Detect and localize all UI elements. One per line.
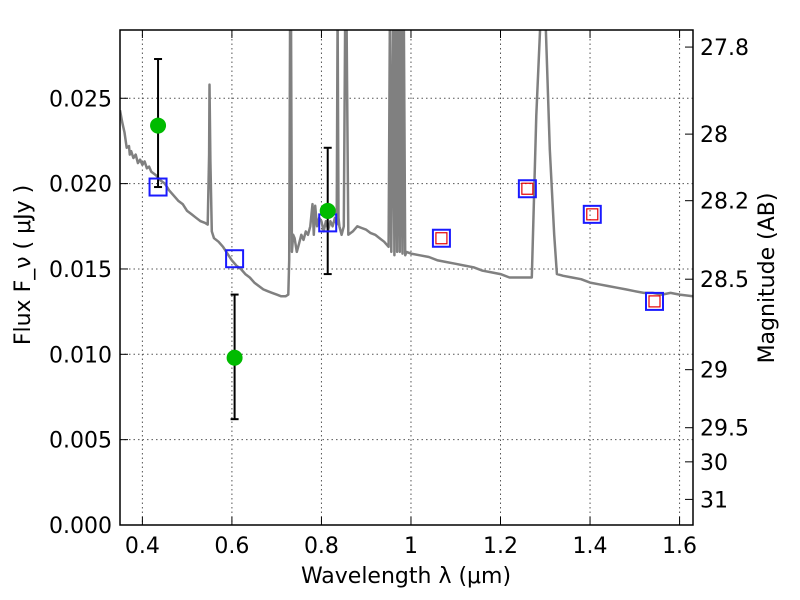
y-tick-label: 0.025 [49,87,112,112]
y-tick-label: 0.000 [49,514,112,539]
model-photometry-point [517,179,537,199]
x-tick-label: 1.2 [483,534,518,559]
right-tick-label: 31 [700,488,728,513]
x-tick-label: 1 [404,534,418,559]
right-tick-label: 27.8 [700,36,749,61]
model-photometry-point [645,291,665,311]
x-tick-label: 0.6 [214,534,249,559]
axis-ticks: 0.4 0.6 0.8 1 1.2 1.4 1.6 0.000 0.005 0.010 0.015 0… [49,30,749,559]
y-tick-label: 0.010 [49,343,112,368]
limit-marker-point [435,232,448,245]
right-tick-label: 28.5 [700,268,749,293]
model-photometry-point [582,204,602,224]
y-tick-label: 0.020 [49,173,112,198]
y-axis-left-label: Flux F_ν ( μJy ) [11,185,36,345]
x-tick-label: 1.4 [573,534,608,559]
model-photometry-point [225,249,245,269]
model-spectrum-line [120,30,693,298]
observed-point [150,117,167,134]
right-tick-label: 30 [700,451,728,476]
grid-lines [120,30,693,525]
right-tick-label: 28 [700,123,728,148]
right-tick-label: 29 [700,359,728,384]
model-photometry-point [148,177,168,197]
plot-area [120,30,693,421]
y-axis-right-label: Magnitude (AB) [755,193,780,364]
limit-marker-point [521,182,534,195]
limit-marker-point [586,208,599,221]
y-tick-label: 0.005 [49,429,112,454]
plot-frame [119,29,694,526]
observed-point [226,349,243,366]
x-axis-label: Wavelength λ (μm) [301,564,511,589]
observed-point [319,202,336,219]
model-photometry-point [431,228,451,248]
x-tick-label: 0.4 [125,534,160,559]
y-tick-label: 0.015 [49,258,112,283]
right-tick-label: 28.2 [700,190,749,215]
right-tick-label: 29.5 [700,417,749,442]
limit-marker-point [648,295,661,308]
x-tick-label: 1.6 [662,534,697,559]
x-tick-label: 0.8 [304,534,339,559]
